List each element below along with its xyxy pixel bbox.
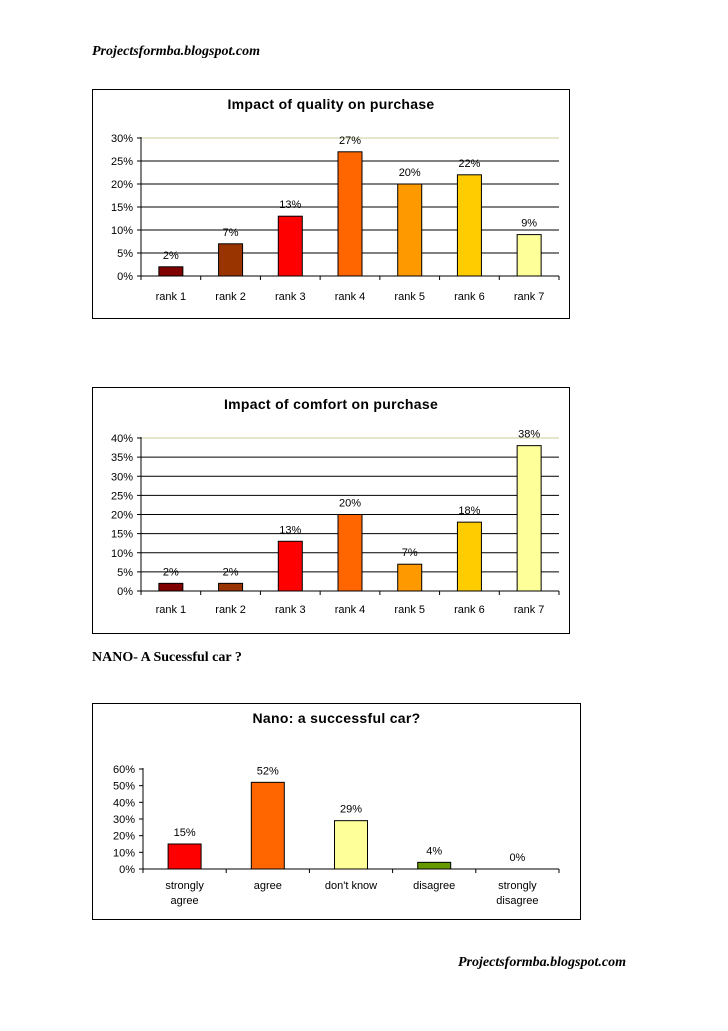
data-label: 7% — [402, 547, 418, 559]
x-tick-label: rank 4 — [335, 291, 366, 303]
bar — [218, 582, 244, 592]
x-tick-label: rank 7 — [514, 604, 545, 616]
y-tick-label: 15% — [111, 202, 133, 214]
bar — [456, 174, 482, 277]
data-label: 13% — [279, 524, 301, 536]
x-tick-label: agree — [171, 895, 199, 907]
x-tick-label: rank 3 — [275, 604, 306, 616]
data-label: 20% — [339, 498, 361, 510]
chart-quality-plot: 0% 5% 10% 15% 20% 25% 30% 2% rank 1 7% rank 2 13% ra… — [111, 133, 560, 303]
chart-nano-success: Nano: a successful car? 0% 10% 20% 30% 40% 50… — [92, 703, 581, 920]
bar — [218, 243, 244, 277]
data-label: 0% — [509, 852, 525, 864]
chart-comfort: Impact of comfort on purchase 0% 5% 10% 15%… — [92, 387, 570, 634]
bar — [417, 861, 452, 870]
data-label: 52% — [257, 765, 279, 777]
x-tick-label: rank 3 — [275, 291, 306, 303]
y-tick-label: 5% — [117, 567, 133, 579]
bar — [277, 215, 303, 277]
y-tick-label: 15% — [111, 529, 133, 541]
x-tick-label: strongly — [165, 880, 204, 892]
bar — [167, 843, 202, 870]
data-label: 7% — [223, 227, 239, 239]
x-tick-label: rank 1 — [156, 291, 187, 303]
y-tick-label: 0% — [119, 864, 135, 876]
data-label: 9% — [521, 218, 537, 230]
data-label: 22% — [458, 158, 480, 170]
y-tick-label: 0% — [117, 586, 133, 598]
x-tick-label: strongly — [498, 880, 537, 892]
bar — [516, 234, 542, 277]
chart-comfort-plot: 0% 5% 10% 15% 20% 25% 30% 35% 40% 2% rank 1 2% rank … — [111, 429, 560, 616]
data-label: 38% — [518, 429, 540, 441]
x-tick-label: rank 5 — [394, 604, 425, 616]
site-footer: Projectsformba.blogspot.com — [458, 955, 626, 970]
y-tick-label: 10% — [111, 548, 133, 560]
x-tick-label: rank 2 — [215, 291, 246, 303]
data-label: 20% — [399, 167, 421, 179]
chart-nano-success-plot: 0% 10% 20% 30% 40% 50% 60% 15% strongly agree 52% a… — [113, 764, 560, 907]
y-tick-label: 0% — [117, 271, 133, 283]
bar — [397, 183, 423, 277]
x-tick-label: rank 4 — [335, 604, 366, 616]
y-tick-label: 35% — [111, 452, 133, 464]
x-tick-label: rank 7 — [514, 291, 545, 303]
x-tick-label: disagree — [496, 895, 538, 907]
x-tick-label: agree — [254, 880, 282, 892]
x-tick-label: disagree — [413, 880, 455, 892]
y-tick-label: 20% — [111, 510, 133, 522]
x-tick-label: rank 1 — [156, 604, 187, 616]
data-label: 29% — [340, 804, 362, 816]
bar — [158, 266, 184, 277]
y-tick-label: 50% — [113, 781, 135, 793]
chart-title: Impact of quality on purchase — [227, 96, 435, 112]
data-label: 2% — [163, 250, 179, 262]
data-label: 2% — [163, 566, 179, 578]
x-tick-label: rank 5 — [394, 291, 425, 303]
bar — [516, 445, 542, 592]
data-label: 13% — [279, 199, 301, 211]
y-tick-label: 30% — [111, 471, 133, 483]
y-tick-label: 40% — [113, 797, 135, 809]
chart-quality: Impact of quality on purchase 0% 5% 10% 15%… — [92, 89, 570, 319]
bar — [337, 514, 363, 592]
chart-title: Nano: a successful car? — [252, 710, 421, 726]
data-label: 4% — [426, 845, 442, 857]
site-header: Projectsformba.blogspot.com — [92, 44, 260, 59]
bar — [337, 151, 363, 277]
y-tick-label: 10% — [113, 847, 135, 859]
bar — [334, 820, 368, 870]
data-label: 2% — [223, 566, 239, 578]
section-heading: NANO- A Sucessful car ? — [92, 650, 242, 665]
y-tick-label: 20% — [113, 831, 135, 843]
data-label: 18% — [458, 505, 480, 517]
data-label: 15% — [174, 827, 196, 839]
y-tick-label: 40% — [111, 433, 133, 445]
data-label: 27% — [339, 135, 361, 147]
bar — [277, 540, 303, 592]
x-tick-label: rank 2 — [215, 604, 246, 616]
y-tick-label: 30% — [113, 814, 135, 826]
bar — [250, 781, 285, 870]
x-tick-label: don't know — [325, 880, 377, 892]
y-tick-label: 60% — [113, 764, 135, 776]
bar — [456, 521, 482, 592]
x-tick-label: rank 6 — [454, 291, 485, 303]
bar — [158, 582, 184, 592]
x-tick-label: rank 6 — [454, 604, 485, 616]
bar — [397, 563, 423, 592]
y-tick-label: 20% — [111, 179, 133, 191]
chart-title: Impact of comfort on purchase — [223, 396, 439, 412]
y-tick-label: 25% — [111, 490, 133, 502]
y-tick-label: 5% — [117, 248, 133, 260]
y-tick-label: 25% — [111, 156, 133, 168]
y-tick-label: 10% — [111, 225, 133, 237]
y-tick-label: 30% — [111, 133, 133, 145]
